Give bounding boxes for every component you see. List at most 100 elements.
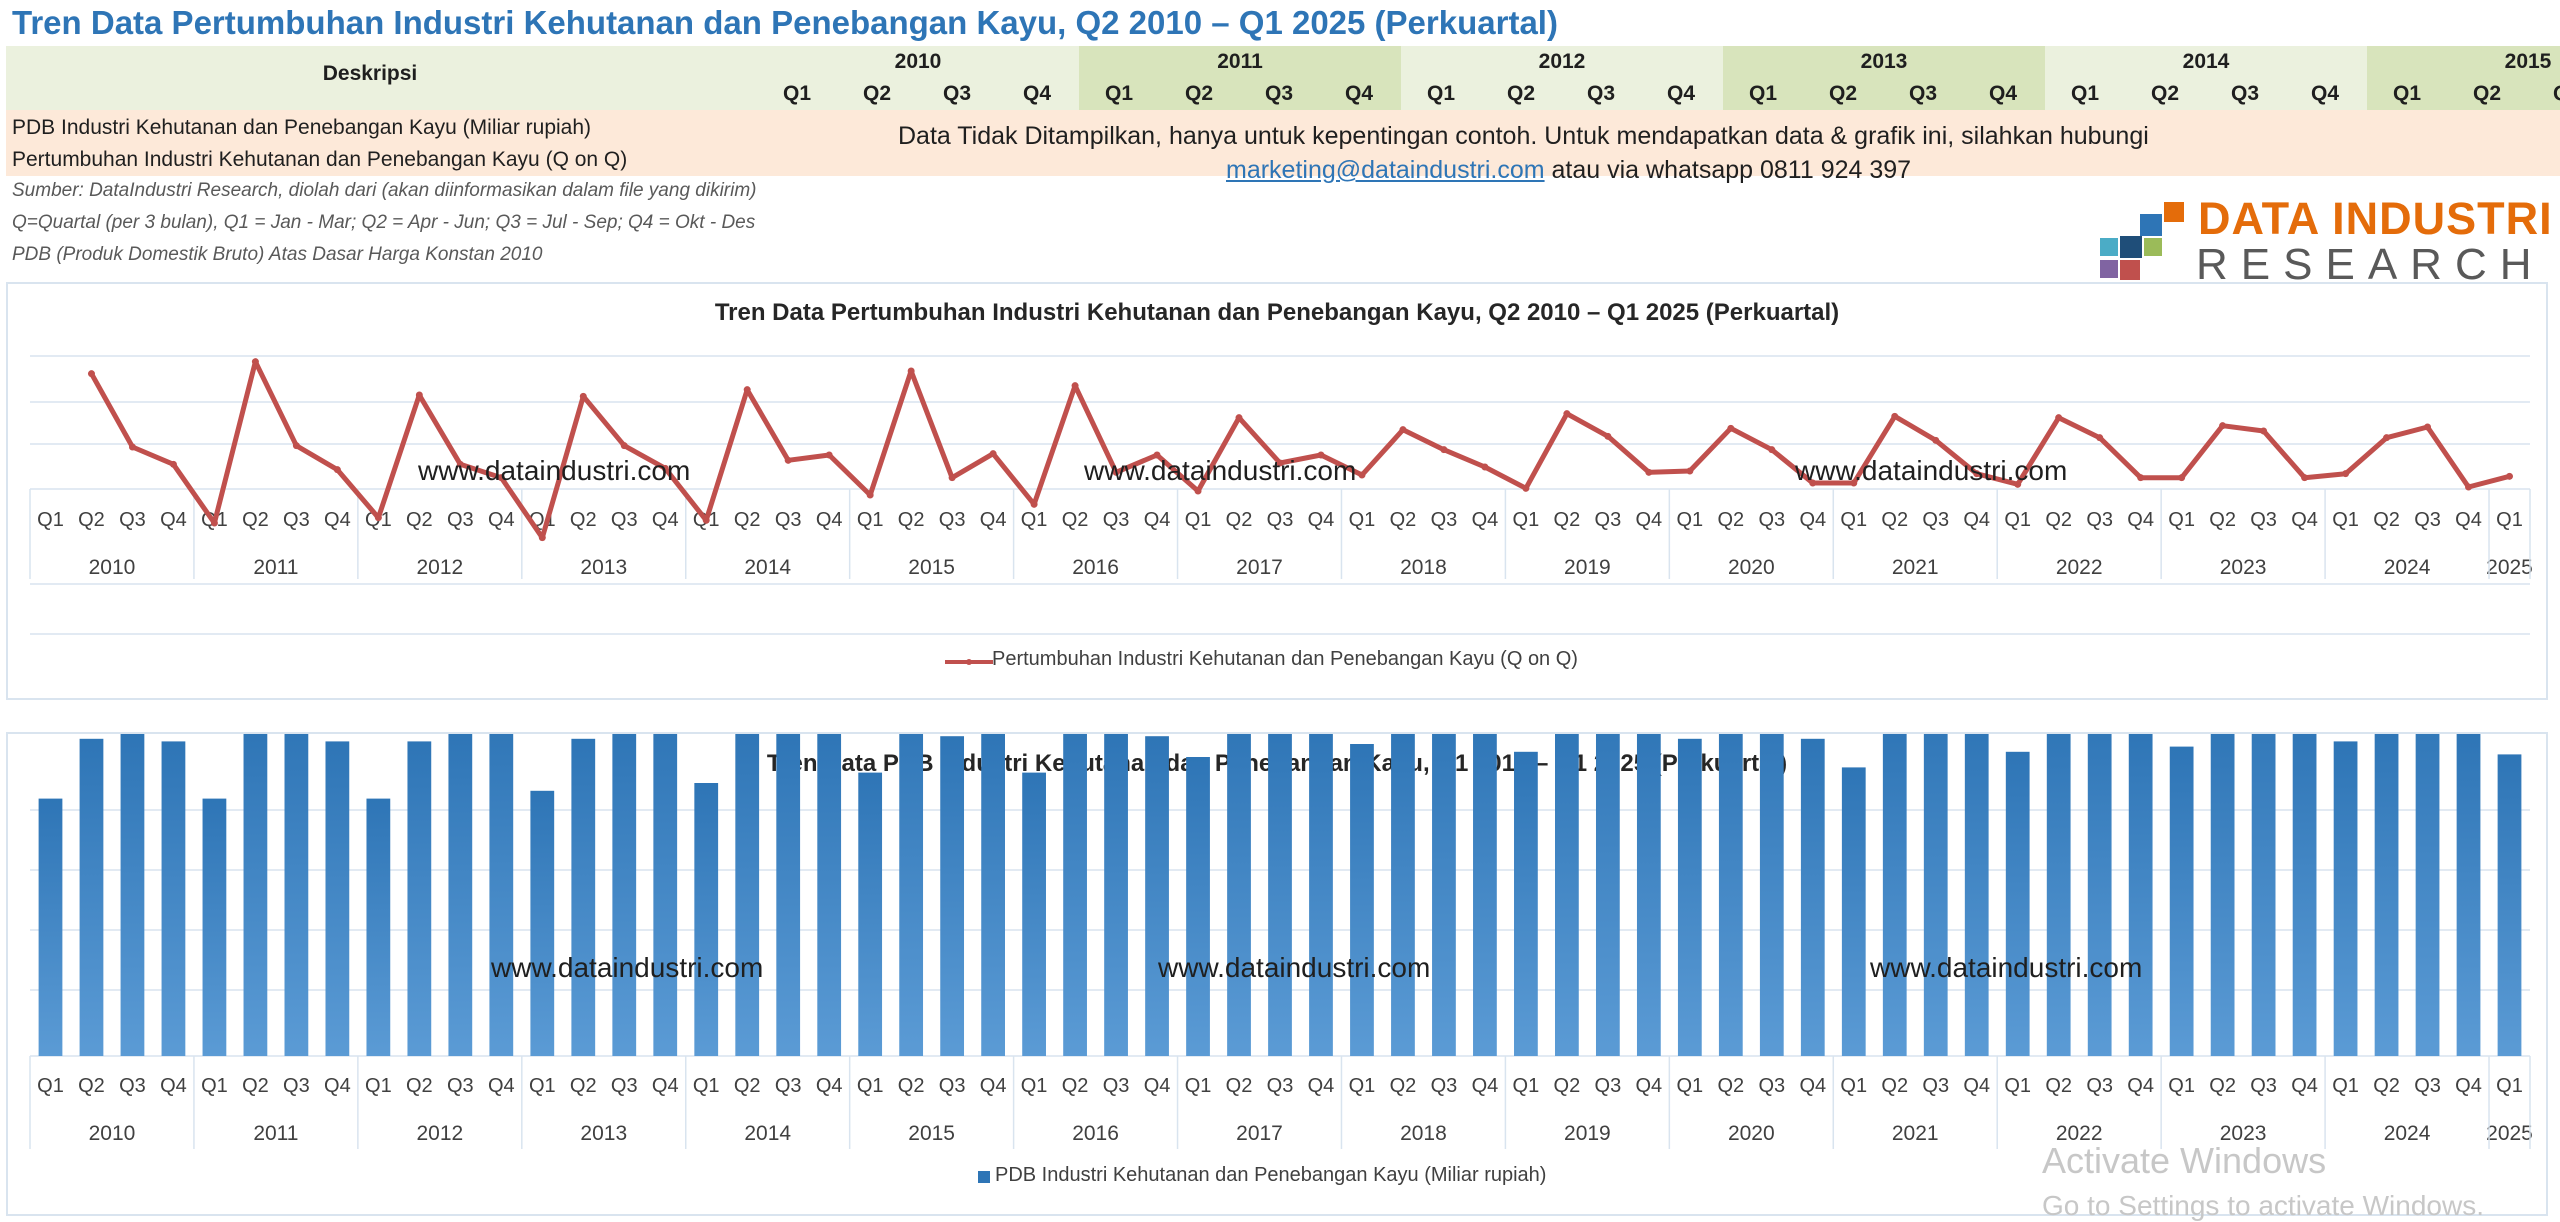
year-tick-label: 2024 xyxy=(2384,556,2431,579)
quarter-tick-label: Q3 xyxy=(2250,1075,2277,1097)
pdb-chart-panel: Tren Data PDB Industri Kehutanan dan Pen… xyxy=(6,732,2548,1216)
year-tick-label: 2023 xyxy=(2220,1122,2267,1145)
growth-data-point xyxy=(2014,480,2022,488)
pdb-bar xyxy=(79,738,104,1056)
pdb-bar xyxy=(694,783,719,1056)
quarter-tick-label: Q1 xyxy=(2332,1075,2359,1097)
quarter-tick-label: Q2 xyxy=(1881,1075,1908,1097)
quarter-tick-label: Q3 xyxy=(119,1075,146,1097)
watermark-text: www.dataindustri.com xyxy=(1158,952,1431,983)
pdb-bar xyxy=(1800,738,1825,1056)
quarter-tick-label: Q1 xyxy=(2168,1075,2195,1097)
pdb-bar xyxy=(1268,734,1292,1056)
pdb-bar xyxy=(1964,734,1989,1056)
quarter-tick-label: Q3 xyxy=(119,509,146,531)
pdb-bar xyxy=(1595,734,1620,1056)
quarter-tick-label: Q2 xyxy=(1717,1075,1744,1097)
quarter-tick-label: Q1 xyxy=(1676,509,1703,531)
quarter-tick-label: Q3 xyxy=(447,509,474,531)
quarter-header: Q3 xyxy=(1586,82,1615,105)
quarter-tick-label: Q4 xyxy=(652,1075,679,1097)
year-tick-label: 2013 xyxy=(580,1122,627,1145)
quarter-tick-label: Q4 xyxy=(2291,1075,2318,1097)
quarter-tick-label: Q3 xyxy=(283,509,310,531)
quarter-tick-label: Q4 xyxy=(160,1075,187,1097)
quarter-header: Q3 xyxy=(2527,82,2560,106)
pdb-bar-chart: Q1 Q2 Q3 Q4 Q1 Q2 Q3 Q4 Q1 Q2 Q3 Q4 Q1 Q2 Q3 Q4 Q1 Q2 Q3 Q4… xyxy=(29,734,2533,1149)
pdb-bar xyxy=(1923,734,1948,1056)
growth-data-point xyxy=(1604,432,1612,440)
watermark-text: www.dataindustri.com xyxy=(491,952,764,983)
pdb-bar xyxy=(489,734,514,1056)
pdb-bar xyxy=(1391,734,1415,1056)
year-tick-label: 2022 xyxy=(2056,1122,2103,1145)
description-header: Deskripsi xyxy=(322,62,418,85)
growth-data-point xyxy=(1112,468,1120,476)
quarter-tick-label: Q3 xyxy=(2086,509,2113,531)
year-header: 2011 xyxy=(1217,50,1263,73)
pdb-bar xyxy=(1186,757,1210,1056)
year-band-highlight xyxy=(1723,46,2045,110)
quarter-header: Q4 xyxy=(2310,82,2339,105)
quarter-tick-label: Q1 xyxy=(2004,1075,2031,1097)
growth-data-point xyxy=(620,442,628,450)
quarter-tick-label: Q3 xyxy=(775,1075,802,1097)
year-tick-label: 2016 xyxy=(1072,556,1119,579)
pdb-bar xyxy=(161,741,186,1056)
quarter-tick-label: Q1 xyxy=(2496,509,2523,531)
quarter-tick-label: Q2 xyxy=(1226,509,1253,531)
pdb-bar xyxy=(1063,734,1087,1056)
quarter-tick-label: Q2 xyxy=(1390,509,1417,531)
growth-data-point xyxy=(538,534,546,542)
growth-data-point xyxy=(989,450,997,458)
quarter-tick-label: Q2 xyxy=(1717,509,1744,531)
year-tick-label: 2025 xyxy=(2486,1122,2533,1145)
growth-data-point xyxy=(2055,414,2063,422)
growth-data-point xyxy=(2301,474,2309,482)
growth-legend-label: Pertumbuhan Industri Kehutanan dan Peneb… xyxy=(992,648,1578,670)
pdb-bar xyxy=(407,741,432,1056)
legend-bar-icon xyxy=(978,1171,990,1183)
pdb-bar xyxy=(2415,734,2440,1056)
quarter-tick-label: Q3 xyxy=(1267,509,1294,531)
year-tick-label: 2012 xyxy=(416,556,463,579)
year-tick-label: 2015 xyxy=(908,1122,955,1145)
pdb-bar xyxy=(284,734,309,1056)
quarter-tick-label: Q2 xyxy=(2045,509,2072,531)
year-tick-label: 2012 xyxy=(416,1122,463,1145)
growth-data-point xyxy=(292,442,300,450)
year-tick-label: 2018 xyxy=(1400,556,1447,579)
email-link[interactable]: marketing@dataindustri.com xyxy=(1226,156,1545,184)
quarter-tick-label: Q3 xyxy=(1431,1075,1458,1097)
growth-data-point xyxy=(1973,470,1981,478)
pdb-bar xyxy=(1636,734,1661,1056)
growth-data-point xyxy=(1030,500,1038,508)
quarter-tick-label: Q2 xyxy=(406,1075,433,1097)
quarter-tick-label: Q3 xyxy=(1922,1075,1949,1097)
quarter-tick-label: Q1 xyxy=(1185,509,1212,531)
quarter-tick-label: Q3 xyxy=(1267,1075,1294,1097)
quarter-tick-label: Q1 xyxy=(2332,509,2359,531)
quarter-tick-label: Q1 xyxy=(201,1075,228,1097)
pdb-bar xyxy=(243,734,268,1056)
quarter-tick-label: Q4 xyxy=(816,509,843,531)
pdb-bar xyxy=(1022,772,1046,1056)
growth-data-point xyxy=(948,474,956,482)
watermark-text: www.dataindustri.com xyxy=(1795,455,2068,486)
quarter-tick-label: Q3 xyxy=(447,1075,474,1097)
quarter-tick-label: Q4 xyxy=(1799,1075,1826,1097)
pdb-bar xyxy=(38,798,63,1056)
year-band-highlight xyxy=(2367,46,2560,110)
growth-data-point xyxy=(1276,459,1284,467)
pdb-bar xyxy=(366,798,391,1056)
data-hidden-notice: Data Tidak Ditampilkan, hanya untuk kepe… xyxy=(898,122,2149,150)
pdb-bar xyxy=(1841,767,1866,1056)
year-tick-label: 2019 xyxy=(1564,1122,1611,1145)
growth-data-point xyxy=(2178,474,2186,482)
pdb-bar xyxy=(2456,734,2481,1056)
growth-data-point xyxy=(784,456,792,464)
quarter-tick-label: Q3 xyxy=(611,509,638,531)
pdb-bar xyxy=(735,734,760,1056)
pdb-bar xyxy=(571,738,596,1056)
quarter-tick-label: Q4 xyxy=(2127,1075,2154,1097)
